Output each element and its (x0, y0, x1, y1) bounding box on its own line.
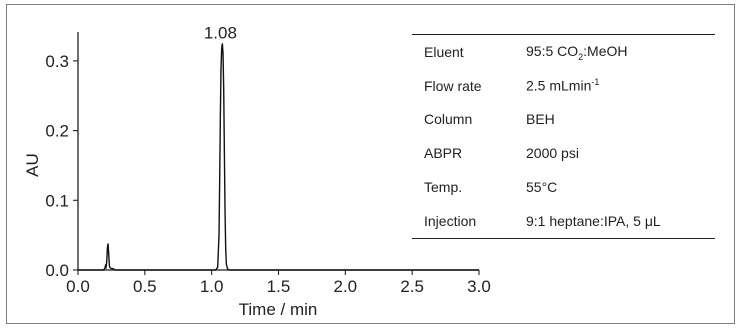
table-key: Flow rate (424, 77, 482, 94)
table-value: 95:5 CO2:MeOH (526, 42, 628, 62)
x-tick-label: 2.0 (334, 277, 358, 296)
x-tick-label: 1.0 (200, 277, 224, 296)
table-row-column: Column BEH (412, 103, 715, 137)
table-value: 2.5 mLmin-1 (526, 77, 600, 95)
table-row-injection: Injection 9:1 heptane:IPA, 5 μL (412, 204, 715, 238)
conditions-table: Eluent 95:5 CO2:MeOH Flow rate 2.5 mLmin… (412, 34, 715, 239)
peak-label: 1.08 (204, 23, 237, 42)
x-tick-label: 2.5 (400, 277, 424, 296)
table-key: Injection (424, 212, 477, 229)
table-key: Eluent (424, 43, 464, 60)
ticks: 0.0 0.5 1.0 1.5 2.0 2.5 3.0 0.0 0.1 0.2 0.3 (45, 52, 490, 296)
table-key: Temp. (424, 179, 463, 196)
figure-frame (6, 4, 735, 324)
x-axis-label: Time / min (239, 300, 318, 319)
table-value: BEH (526, 111, 555, 128)
y-tick-label: 0.3 (45, 52, 69, 71)
y-axis-label: AU (23, 153, 42, 177)
table-value: 55°C (526, 179, 558, 196)
table-key: ABPR (424, 145, 463, 162)
x-tick-label: 0.0 (66, 277, 90, 296)
table-row-temp: Temp. 55°C (412, 170, 715, 204)
y-tick-label: 0.2 (45, 122, 69, 141)
y-tick-label: 0.1 (45, 191, 69, 210)
table-value: 2000 psi (526, 145, 579, 162)
table-value: 9:1 heptane:IPA, 5 μL (526, 212, 661, 229)
table-key: Column (424, 111, 473, 128)
x-tick-label: 0.5 (133, 277, 157, 296)
y-tick-label: 0.0 (45, 261, 69, 280)
x-tick-label: 1.5 (267, 277, 291, 296)
x-tick-label: 3.0 (467, 277, 491, 296)
table-row-eluent: Eluent 95:5 CO2:MeOH (412, 35, 715, 69)
table-row-flow-rate: Flow rate 2.5 mLmin-1 (412, 69, 715, 103)
chromatogram-trace (78, 43, 479, 271)
table-row-abpr: ABPR 2000 psi (412, 136, 715, 170)
